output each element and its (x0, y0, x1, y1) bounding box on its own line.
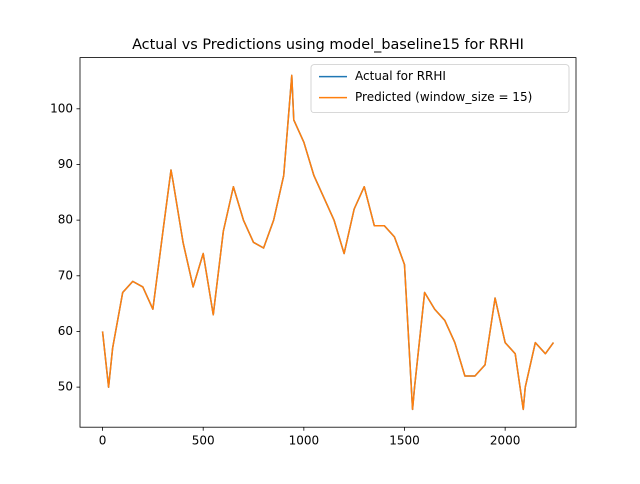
y-tick-label: 60 (58, 324, 73, 338)
x-tick-label: 1500 (389, 434, 420, 448)
series-line (101, 74, 555, 411)
x-tick-label: 500 (192, 434, 215, 448)
y-tick-label: 50 (58, 380, 73, 394)
y-tick-label: 100 (50, 101, 73, 115)
y-tick-label: 90 (58, 157, 73, 171)
legend-label: Predicted (window_size = 15) (355, 90, 532, 104)
x-tick-label: 2000 (490, 434, 521, 448)
y-tick-label: 70 (58, 268, 73, 282)
axes-frame (79, 57, 577, 428)
legend-box (310, 64, 570, 113)
x-tick-label: 0 (99, 434, 107, 448)
legend-label: Actual for RRHI (355, 69, 446, 83)
chart-title: Actual vs Predictions using model_baseli… (132, 37, 524, 53)
x-tick-label: 1000 (289, 434, 320, 448)
y-tick-label: 80 (58, 213, 73, 227)
